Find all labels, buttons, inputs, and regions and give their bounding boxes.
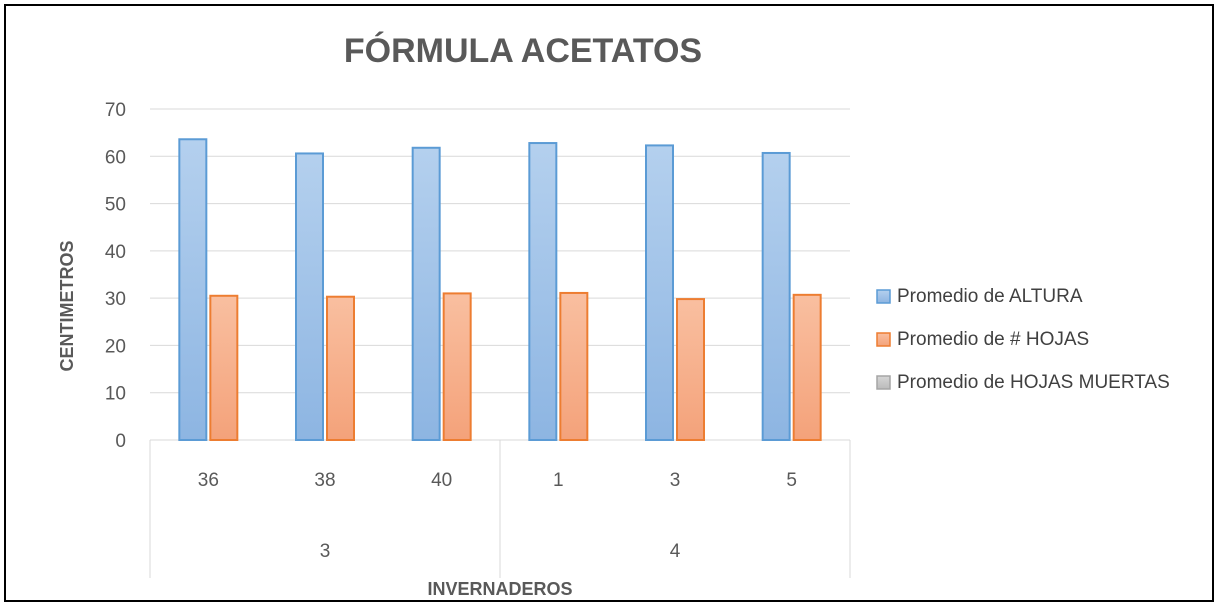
y-tick-label: 0 [115,431,126,452]
bar-hojas-40 [442,292,472,441]
legend-swatch [876,289,891,304]
legend-label: Promedio de ALTURA [897,286,1083,307]
bar-altura-40 [411,146,441,441]
x-tick-label: 5 [786,470,797,491]
y-tick-label: 30 [105,289,126,310]
y-tick-label: 40 [105,242,126,263]
bar-hojas-5 [792,293,822,441]
x-tick-label: 36 [198,470,219,491]
bar-hojas-1 [559,291,589,442]
legend-swatch [876,375,891,390]
y-tick-label: 70 [105,100,126,121]
x-tick-label: 40 [431,470,452,491]
x-tick-label: 1 [553,470,564,491]
x-group-label: 3 [320,541,331,562]
y-axis-label: CENTIMETROS [57,240,77,371]
legend-label: Promedio de # HOJAS [897,329,1089,350]
legend-swatch [876,332,891,347]
legend-label: Promedio de HOJAS MUERTAS [897,372,1170,393]
bar-altura-5 [761,151,791,441]
bar-altura-36 [178,138,208,442]
chart-title: FÓRMULA ACETATOS [344,32,702,70]
x-group-label: 4 [670,541,681,562]
bar-altura-3 [645,144,674,441]
bar-hojas-3 [676,298,705,441]
bar-altura-1 [528,142,558,441]
x-tick-label: 3 [670,470,681,491]
bar-hojas-36 [209,294,239,441]
bar-altura-38 [295,152,324,441]
x-axis-label: INVERNADEROS [427,579,572,599]
y-tick-label: 50 [105,195,126,216]
y-tick-label: 10 [105,384,126,405]
x-tick-label: 38 [314,470,335,491]
y-tick-label: 60 [105,147,126,168]
y-tick-label: 20 [105,336,126,357]
bar-hojas-38 [326,295,355,441]
